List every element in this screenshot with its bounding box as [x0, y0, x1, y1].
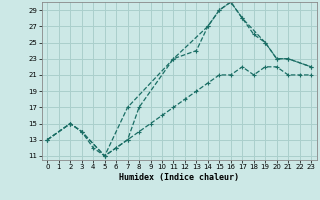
X-axis label: Humidex (Indice chaleur): Humidex (Indice chaleur) — [119, 173, 239, 182]
